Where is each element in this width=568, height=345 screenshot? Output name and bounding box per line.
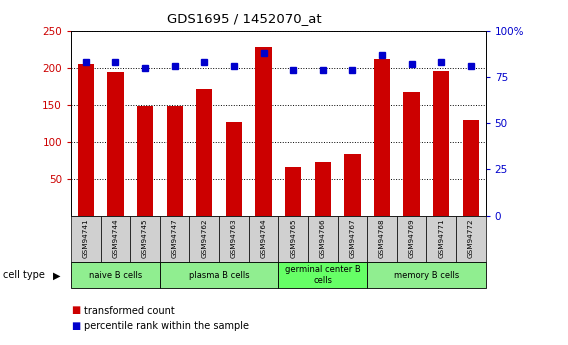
- Bar: [137, 106, 153, 216]
- Bar: [285, 167, 301, 216]
- Text: transformed count: transformed count: [84, 306, 175, 315]
- Text: GSM94772: GSM94772: [468, 218, 474, 258]
- Bar: [278, 262, 367, 288]
- Bar: [278, 216, 308, 262]
- Bar: [78, 64, 94, 216]
- Bar: [101, 216, 130, 262]
- Text: GSM94766: GSM94766: [320, 218, 325, 258]
- Bar: [256, 47, 272, 216]
- Bar: [71, 262, 160, 288]
- Text: GSM94741: GSM94741: [83, 218, 89, 258]
- Text: percentile rank within the sample: percentile rank within the sample: [84, 321, 249, 331]
- Text: GSM94764: GSM94764: [261, 218, 266, 258]
- Text: GSM94747: GSM94747: [172, 218, 178, 258]
- Bar: [225, 122, 242, 216]
- Bar: [403, 91, 420, 216]
- Bar: [427, 216, 456, 262]
- Bar: [367, 216, 397, 262]
- Bar: [190, 216, 219, 262]
- Text: GSM94771: GSM94771: [438, 218, 444, 258]
- Bar: [337, 216, 367, 262]
- Bar: [463, 120, 479, 216]
- Bar: [71, 216, 101, 262]
- Bar: [160, 262, 278, 288]
- Text: GSM94769: GSM94769: [408, 218, 415, 258]
- Text: ■: ■: [71, 306, 80, 315]
- Text: GSM94744: GSM94744: [112, 218, 118, 258]
- Bar: [196, 89, 212, 216]
- Bar: [456, 216, 486, 262]
- Bar: [107, 72, 124, 216]
- Bar: [397, 216, 427, 262]
- Bar: [130, 216, 160, 262]
- Text: naive B cells: naive B cells: [89, 270, 142, 280]
- Bar: [315, 162, 331, 216]
- Bar: [166, 106, 183, 216]
- Text: GSM94745: GSM94745: [142, 218, 148, 258]
- Text: germinal center B
cells: germinal center B cells: [285, 265, 361, 285]
- Text: GSM94767: GSM94767: [349, 218, 356, 258]
- Bar: [374, 59, 390, 216]
- Text: GSM94768: GSM94768: [379, 218, 385, 258]
- Bar: [433, 71, 449, 216]
- Text: GSM94765: GSM94765: [290, 218, 296, 258]
- Bar: [219, 216, 249, 262]
- Text: GSM94763: GSM94763: [231, 218, 237, 258]
- Bar: [344, 154, 361, 216]
- Text: memory B cells: memory B cells: [394, 270, 459, 280]
- Text: GDS1695 / 1452070_at: GDS1695 / 1452070_at: [167, 12, 321, 25]
- Bar: [367, 262, 486, 288]
- Text: ■: ■: [71, 321, 80, 331]
- Text: ▶: ▶: [53, 270, 60, 280]
- Text: cell type: cell type: [3, 270, 45, 280]
- Bar: [249, 216, 278, 262]
- Text: GSM94762: GSM94762: [201, 218, 207, 258]
- Text: plasma B cells: plasma B cells: [189, 270, 249, 280]
- Bar: [160, 216, 190, 262]
- Bar: [308, 216, 337, 262]
